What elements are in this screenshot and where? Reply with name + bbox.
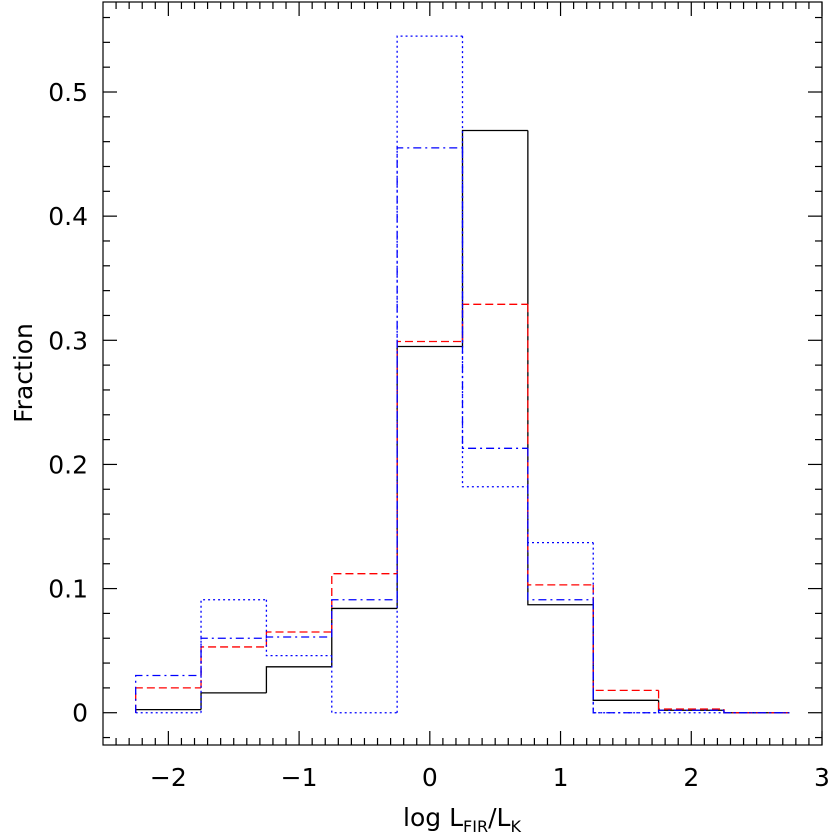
histogram-bin bbox=[592, 604, 659, 701]
histogram-bin bbox=[527, 130, 594, 606]
histogram-bin bbox=[461, 147, 528, 449]
histogram-bin bbox=[592, 599, 659, 714]
histogram-bin bbox=[592, 542, 659, 714]
y-tick-label: 0.5 bbox=[48, 78, 88, 107]
histogram-bin bbox=[396, 147, 463, 600]
histogram-bin bbox=[200, 692, 267, 710]
histogram-bin bbox=[396, 345, 463, 609]
histogram-bin bbox=[265, 631, 332, 647]
x-tick-label: −1 bbox=[281, 763, 318, 792]
x-tick-label: 1 bbox=[553, 763, 569, 792]
y-tick-label: 0.2 bbox=[48, 450, 88, 479]
plot-frame bbox=[102, 1, 823, 746]
x-label-part: log L bbox=[403, 803, 463, 832]
x-label-sub: K bbox=[510, 817, 521, 836]
x-tick-label: 0 bbox=[422, 763, 438, 792]
histogram-bin bbox=[592, 584, 659, 692]
y-tick-label: 0.1 bbox=[48, 575, 88, 604]
histogram-bin bbox=[265, 599, 332, 657]
y-tick-label: 0.4 bbox=[48, 202, 88, 231]
histogram-bin bbox=[265, 636, 332, 639]
histogram-bin bbox=[461, 303, 528, 342]
histogram-bin bbox=[200, 637, 267, 676]
histogram-bin bbox=[265, 666, 332, 693]
histogram-bin bbox=[527, 486, 594, 544]
y-tick-label: 0 bbox=[72, 699, 88, 728]
histogram-bin bbox=[200, 599, 267, 713]
x-tick-label: 2 bbox=[683, 763, 699, 792]
histogram-bin bbox=[331, 573, 398, 633]
x-axis-label: log LFIR/LK bbox=[403, 803, 521, 836]
histogram-bin bbox=[527, 304, 594, 586]
x-tick-label: 3 bbox=[814, 763, 830, 792]
histogram-bin bbox=[331, 607, 398, 667]
histogram-bin bbox=[396, 35, 463, 713]
y-tick-label: 0.3 bbox=[48, 326, 88, 355]
histogram-bin bbox=[331, 599, 398, 637]
histogram-bin bbox=[527, 448, 594, 601]
x-tick-label: −2 bbox=[150, 763, 187, 792]
histogram-bin bbox=[200, 646, 267, 688]
histogram-bin bbox=[461, 36, 528, 488]
histogram-bin bbox=[396, 340, 463, 574]
histogram-bin bbox=[135, 674, 202, 713]
x-label-sub: FIR bbox=[463, 817, 488, 836]
x-label-part: /L bbox=[488, 803, 510, 832]
histogram-bin bbox=[657, 690, 724, 710]
histogram-bin bbox=[461, 129, 528, 347]
histogram-bin bbox=[657, 709, 724, 713]
y-axis-label: Fraction bbox=[9, 323, 38, 423]
histogram-bin bbox=[331, 655, 398, 714]
